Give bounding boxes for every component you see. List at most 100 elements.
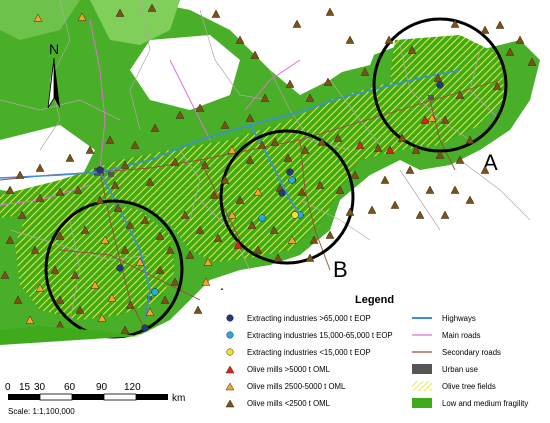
olive-mill-small-icon (209, 190, 219, 199)
legend-item-urban-use: Urban use (442, 365, 478, 374)
olive-mill-small-icon (55, 231, 65, 240)
olive-mill-small-icon (170, 277, 180, 286)
olive-mill-small-icon (35, 193, 45, 202)
olive-mill-small-icon (425, 185, 435, 194)
zone-b-circle (219, 129, 355, 265)
legend-col1: Extracting industries >65,000 t EOP Extr… (225, 314, 393, 408)
olive-mill-small-icon (305, 253, 315, 262)
olive-mill-small-icon (110, 180, 120, 189)
olive-mill-small-icon (285, 79, 295, 88)
industry-large-icon (141, 324, 149, 332)
legend-item-medium-mill: Olive mills 2500-5000 t OML (247, 382, 346, 391)
olive-mill-small-icon (147, 3, 157, 12)
olive-mill-small-icon (195, 225, 205, 234)
olive-mill-small-icon (455, 90, 465, 99)
legend-col2: Highways Main roads Secondary roads Urba… (412, 314, 528, 408)
industry-medium-icon (258, 214, 266, 222)
olive-mill-small-icon (435, 150, 445, 159)
olive-mill-small-icon (367, 205, 377, 214)
zone-b-label: B (333, 257, 348, 282)
main-roads (0, 19, 301, 206)
legend-swatch-small-industry-icon (226, 348, 234, 356)
legend-item-medium-industry: Extracting industries 15,000-65,000 t EO… (247, 331, 393, 340)
olive-mill-small-icon (155, 265, 165, 274)
olive-mill-small-icon (250, 50, 260, 59)
olive-mill-small-icon (120, 245, 130, 254)
olive-mill-small-icon (440, 115, 450, 124)
legend-swatch-urban-icon (412, 364, 432, 374)
scale-tick-5: 120 (124, 382, 141, 393)
olive-mill-large-icon (355, 140, 365, 149)
olive-mill-small-icon (245, 113, 255, 122)
olive-mill-small-icon (380, 175, 390, 184)
industry-medium-icon (151, 288, 159, 296)
olive-mill-small-icon (480, 165, 490, 174)
scale-tick-2: 30 (34, 382, 46, 393)
industry-small-icon (291, 211, 299, 219)
legend-swatch-large-industry-icon (226, 314, 234, 322)
olive-mill-small-icon (120, 325, 130, 334)
olive-mill-small-icon (120, 160, 130, 169)
olive-mill-small-icon (220, 120, 230, 129)
olive-mill-small-icon (180, 210, 190, 219)
olive-mill-small-icon (407, 45, 417, 54)
olive-mill-small-icon (335, 185, 345, 194)
industry-large-icon (286, 168, 294, 176)
scale-tick-0: 0 (5, 382, 11, 393)
olive-mill-small-icon (155, 231, 165, 240)
olive-mill-small-icon (30, 245, 40, 254)
olive-mill-small-icon (283, 153, 293, 162)
olive-mill-medium-icon (135, 257, 145, 266)
olive-mill-small-icon (305, 93, 315, 102)
scale-unit: km (172, 393, 185, 404)
olive-mill-medium-icon (427, 113, 437, 122)
scale-tick-4: 90 (96, 382, 108, 393)
olive-mill-medium-icon (253, 187, 263, 196)
olive-mill-small-icon (160, 295, 170, 304)
olive-mill-small-icon (0, 270, 10, 279)
olive-mill-small-icon (273, 253, 283, 262)
legend-swatch-small-mill-icon (225, 399, 235, 408)
olive-mill-medium-icon (287, 235, 297, 244)
olive-mill-small-icon (257, 140, 267, 149)
legend-swatch-large-mill-icon (225, 365, 235, 374)
legend-swatch-fragility-icon (412, 398, 432, 408)
olive-mill-small-icon (195, 103, 205, 112)
legend-item-main-roads: Main roads (442, 331, 481, 340)
olive-mill-small-icon (175, 110, 185, 119)
olive-mill-medium-icon (107, 293, 117, 302)
olive-mill-small-icon (235, 195, 245, 204)
olive-mill-small-icon (455, 155, 465, 164)
olive-mill-small-icon (130, 140, 140, 149)
olive-mill-small-icon (260, 93, 270, 102)
legend-swatch-medium-mill-icon (225, 382, 235, 391)
olive-mill-small-icon (65, 153, 75, 162)
scale-bar: 0 15 30 60 90 120 km Scale: 1:1,100,000 (5, 382, 185, 416)
olive-mill-small-icon (405, 165, 415, 174)
north-label: N (49, 41, 59, 57)
north-arrow: N (47, 41, 60, 109)
olive-mill-small-icon (345, 207, 355, 216)
olive-mill-medium-icon (203, 257, 213, 266)
olive-mills (0, 3, 537, 334)
olive-mill-large-icon (233, 240, 243, 249)
olive-mill-small-icon (193, 305, 203, 314)
olive-mill-small-icon (185, 250, 195, 259)
olive-mill-small-icon (5, 185, 15, 194)
olive-mill-small-icon (70, 270, 80, 279)
olive-mill-small-icon (292, 19, 302, 28)
olive-mill-small-icon (50, 265, 60, 274)
olive-mill-small-icon (105, 135, 115, 144)
olive-mill-small-icon (315, 180, 325, 189)
olive-mill-small-icon (495, 20, 505, 29)
olive-mill-small-icon (253, 245, 263, 254)
olive-mill-small-icon (384, 35, 394, 44)
olive-mill-small-icon (245, 155, 255, 164)
legend-item-small-industry: Extracting industries <15,000 t EOP (247, 348, 371, 357)
legend-swatch-olive-fields-icon (412, 381, 432, 391)
olive-mill-small-icon (55, 295, 65, 304)
olive-mill-small-icon (450, 19, 460, 28)
industry-medium-icon (288, 176, 296, 184)
olive-mill-small-icon (492, 81, 502, 90)
